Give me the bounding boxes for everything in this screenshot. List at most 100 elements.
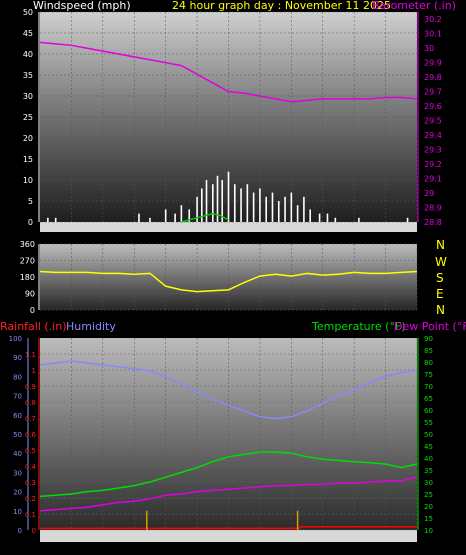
humidity-line	[39, 360, 418, 420]
wind-y-tick-label: 45	[23, 29, 33, 38]
temperature-y-tick-label: 10	[424, 527, 433, 535]
humidity-y-tick-label: 80	[13, 373, 22, 381]
wind-x-tick-label: 12	[223, 232, 233, 241]
humidity-y-tick-label: 70	[13, 393, 22, 401]
wind-y-tick-label: 40	[23, 50, 33, 59]
rainfall-y-tick-label: 0.9	[25, 383, 36, 391]
barometer-y-tick-label: 28.8	[424, 218, 442, 227]
temperature-y-tick-label: 35	[424, 467, 433, 475]
rainfall-y-tick-label: 0.8	[25, 399, 36, 407]
temperature-y-tick-label: 25	[424, 491, 433, 499]
rainfall-y-tick-label: 0.5	[25, 447, 36, 455]
climate-panel-axisbar	[40, 530, 417, 542]
wind-direction-line	[39, 270, 418, 293]
wind-x-tick-label: 22	[380, 232, 390, 241]
humidity-axis-label: Humidity	[66, 320, 116, 333]
wind-panel-axisbar	[40, 222, 417, 232]
compass-n-top: N	[436, 238, 445, 252]
temperature-y-tick-label: 90	[424, 335, 433, 343]
climate-x-tick-label: 10	[192, 541, 202, 550]
temperature-y-tick-label: 60	[424, 407, 433, 415]
barometer-y-tick-label: 29.3	[424, 146, 442, 155]
barometer-y-tick-label: 29.5	[424, 117, 442, 126]
wind-y-tick-label: 50	[23, 8, 33, 17]
direction-y-tick-label: 180	[20, 273, 35, 282]
windspeed-axis-label: Windspeed (mph)	[33, 0, 131, 12]
wind-y-tick-label: 35	[23, 71, 33, 80]
graph-title: 24 hour graph day : November 11 2025	[172, 0, 391, 12]
wind-x-tick-label: 14	[255, 232, 265, 241]
humidity-y-tick-label: 0	[18, 527, 22, 535]
humidity-y-tick-label: 10	[13, 508, 22, 516]
humidity-y-tick-label: 20	[13, 489, 22, 497]
direction-y-tick-label: 90	[25, 290, 35, 299]
rainfall-y-tick-label: 0.4	[25, 463, 37, 471]
humidity-y-tick-label: 50	[13, 431, 22, 439]
temperature-y-tick-label: 85	[424, 347, 433, 355]
climate-x-tick-label: 16	[286, 541, 296, 550]
humidity-y-tick-label: 60	[13, 412, 22, 420]
rainfall-y-tick-label: 0.3	[25, 479, 36, 487]
wind-y-tick-label: 10	[23, 176, 33, 185]
rainfall-y-tick-label: 0.1	[25, 511, 36, 519]
wind-x-tick-label: 20	[349, 232, 359, 241]
temperature-y-tick-label: 15	[424, 515, 433, 523]
barometer-y-tick-label: 30	[424, 44, 434, 53]
temperature-y-tick-label: 45	[424, 443, 433, 451]
climate-x-tick-label: 00	[412, 541, 422, 550]
compass-s: S	[436, 271, 444, 285]
rainfall-y-tick-label: 0	[32, 527, 36, 535]
direction-y-tick-label: 270	[20, 257, 35, 266]
wind-y-tick-label: 20	[23, 134, 33, 143]
temperature-y-tick-label: 80	[424, 359, 433, 367]
temperature-y-tick-label: 65	[424, 395, 433, 403]
barometer-y-tick-label: 30.2	[424, 15, 442, 24]
barometer-line	[39, 41, 418, 103]
climate-x-tick-label: 02	[66, 541, 76, 550]
temperature-y-tick-label: 30	[424, 479, 433, 487]
barometer-axis-label: Barometer (.in)	[372, 0, 456, 12]
climate-x-tick-label: 20	[349, 541, 359, 550]
compass-e: E	[436, 287, 444, 301]
humidity-y-tick-label: 100	[9, 335, 22, 343]
rainfall-y-tick-label: 0.7	[25, 415, 36, 423]
wind-x-tick-label: 02	[66, 232, 76, 241]
wind-x-tick-label: 18	[318, 232, 328, 241]
rainfall-y-tick-label: 0.6	[25, 431, 37, 439]
direction-y-tick-label: 0	[30, 306, 35, 315]
temperature-y-tick-label: 50	[424, 431, 433, 439]
wind-x-tick-label: 08	[161, 232, 171, 241]
barometer-y-tick-label: 29.4	[424, 131, 442, 140]
wind-y-tick-label: 15	[23, 155, 33, 164]
humidity-y-tick-label: 30	[13, 469, 22, 477]
climate-x-tick-label: 14	[255, 541, 265, 550]
barometer-y-tick-label: 29.9	[424, 59, 442, 68]
climate-x-tick-label: 06	[129, 541, 139, 550]
compass-w: W	[435, 255, 447, 269]
temperature-y-tick-label: 70	[424, 383, 433, 391]
barometer-y-tick-label: 29.7	[424, 88, 442, 97]
rainfall-y-tick-label: 0.2	[25, 495, 36, 503]
wind-y-tick-label: 25	[23, 113, 33, 122]
wind-x-tick-label: 06	[129, 232, 139, 241]
barometer-y-tick-label: 29.6	[424, 102, 442, 111]
wind-x-tick-label: 16	[286, 232, 296, 241]
barometer-y-tick-label: 29	[424, 189, 434, 198]
temperature-y-tick-label: 20	[424, 503, 433, 511]
barometer-y-tick-label: 30.1	[424, 30, 442, 39]
wind-x-tick-label: 04	[98, 232, 108, 241]
climate-x-tick-label: 04	[98, 541, 108, 550]
climate-x-tick-label: 08	[161, 541, 171, 550]
temperature-y-tick-label: 40	[424, 455, 433, 463]
dew-point-f-line	[39, 476, 418, 512]
dewpoint-axis-label: Dew Point (°F)	[394, 320, 466, 333]
wind-y-tick-label: 0	[28, 218, 33, 227]
climate-x-tick-label: 22	[380, 541, 390, 550]
temperature-axis-label: Temperature (°F)	[311, 320, 406, 333]
barometer-y-tick-label: 29.8	[424, 73, 442, 82]
barometer-y-tick-label: 29.1	[424, 175, 442, 184]
climate-x-tick-label: 18	[318, 541, 328, 550]
temperature-y-tick-label: 55	[424, 419, 433, 427]
temperature-y-tick-label: 75	[424, 371, 433, 379]
wind-x-tick-label: 00	[412, 232, 422, 241]
